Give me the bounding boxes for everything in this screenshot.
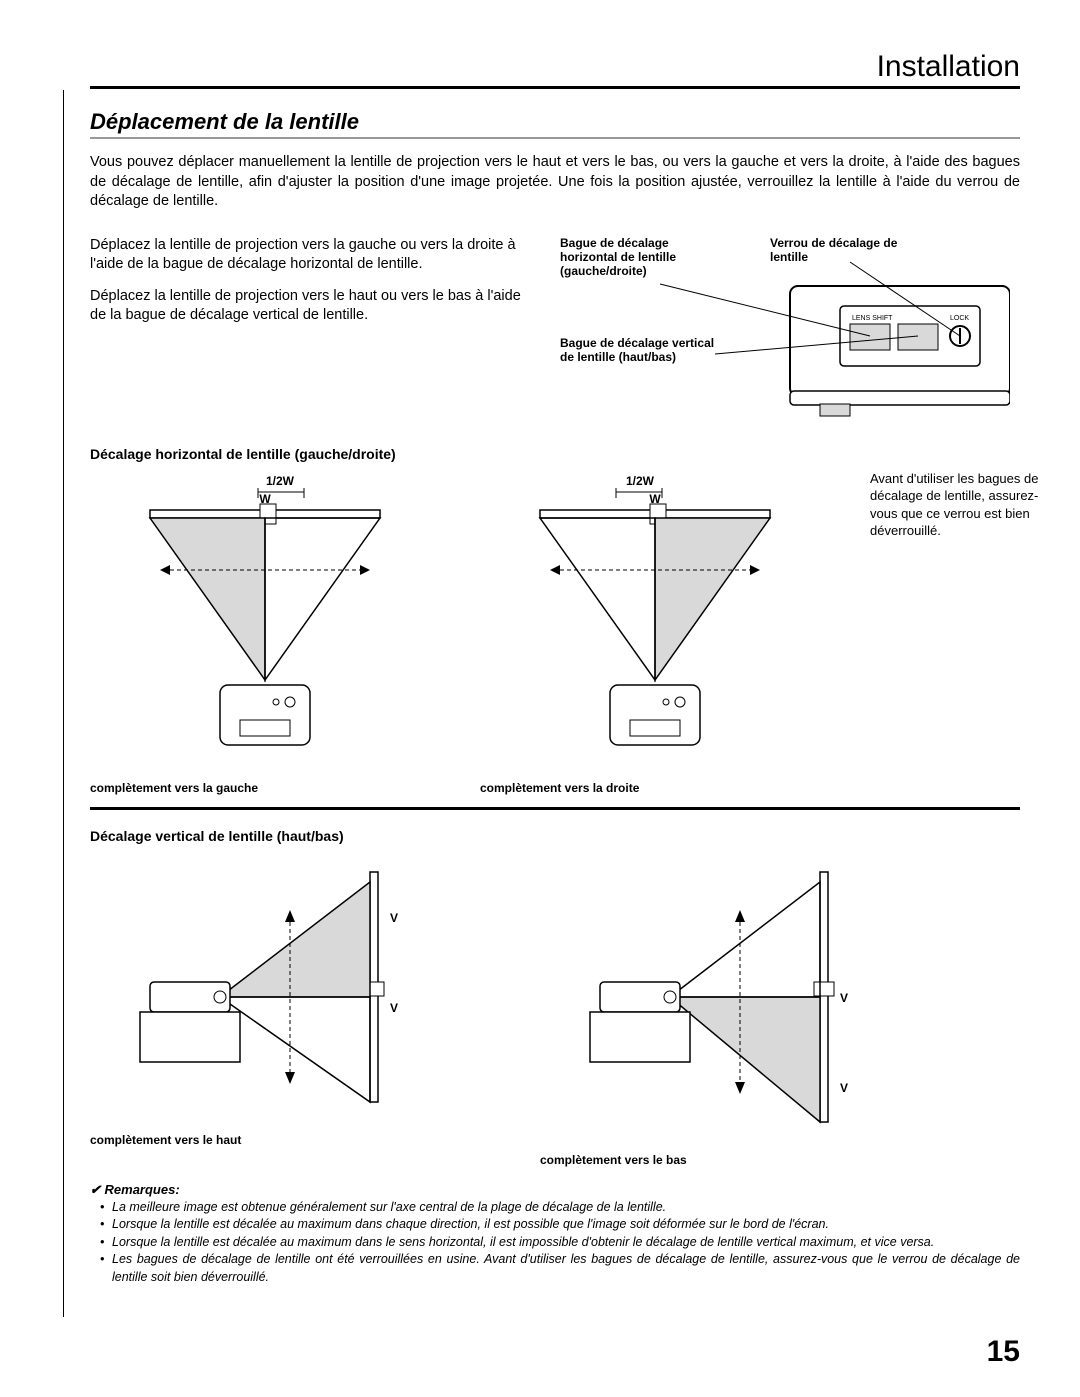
remark-item: Lorsque la lentille est décalée au maxim… [112, 1234, 1020, 1252]
vert-up-caption: complètement vers le haut [90, 1133, 510, 1147]
vert-up-diagram: V V complètement vers le haut [90, 852, 510, 1167]
vert-down-caption: complètement vers le bas [540, 1153, 960, 1167]
half-w-label: 1/2W [266, 474, 295, 488]
instruction-text: Déplacez la lentille de projection vers … [90, 236, 530, 426]
callout-lock: Verrou de décalage de lentille [770, 236, 930, 265]
svg-text:V: V [840, 1081, 848, 1095]
svg-text:LENS SHIFT: LENS SHIFT [852, 315, 893, 322]
svg-text:V: V [840, 991, 848, 1005]
left-margin-rule [63, 90, 64, 1317]
svg-text:1/2W: 1/2W [626, 474, 655, 488]
horiz-right-diagram: 1/2W W complètement vers la droite [480, 470, 850, 795]
vert-down-svg: V V [540, 852, 960, 1142]
remark-item: Lorsque la lentille est décalée au maxim… [112, 1216, 1020, 1234]
svg-text:W: W [649, 492, 661, 506]
horizontal-heading: Décalage horizontal de lentille (gauche/… [90, 446, 1020, 462]
instruction-p2: Déplacez la lentille de projection vers … [90, 287, 530, 326]
page-title: Installation [90, 50, 1020, 89]
vertical-section: Décalage vertical de lentille (haut/bas)… [90, 828, 1020, 1167]
horiz-right-caption: complètement vers la droite [480, 781, 850, 795]
vertical-heading: Décalage vertical de lentille (haut/bas) [90, 828, 1020, 844]
vert-up-svg: V V [90, 852, 510, 1122]
callout-vert-ring: Bague de décalage vertical de lentille (… [560, 336, 720, 365]
intro-paragraph: Vous pouvez déplacer manuellement la len… [90, 153, 1020, 212]
callout-horiz-ring: Bague de décalage horizontal de lentille… [560, 236, 720, 279]
vert-down-diagram: V V complètement vers le bas [540, 852, 960, 1167]
horizontal-section: Décalage horizontal de lentille (gauche/… [90, 446, 1020, 795]
page-number: 15 [987, 1335, 1020, 1369]
horiz-left-diagram: 1/2W W c [90, 470, 460, 795]
instruction-row: Déplacez la lentille de projection vers … [90, 236, 1020, 426]
svg-text:V: V [390, 911, 398, 925]
instruction-p1: Déplacez la lentille de projection vers … [90, 236, 530, 275]
horiz-left-caption: complètement vers la gauche [90, 781, 460, 795]
horiz-right-svg: 1/2W W [480, 470, 850, 770]
section-divider [90, 807, 1020, 810]
svg-text:V: V [390, 1001, 398, 1015]
remarks-list: La meilleure image est obtenue généralem… [90, 1199, 1020, 1287]
projector-top-figure: Bague de décalage horizontal de lentille… [550, 236, 1020, 426]
horiz-left-svg: 1/2W W [90, 470, 460, 770]
svg-text:LOCK: LOCK [950, 315, 969, 322]
section-title: Déplacement de la lentille [90, 109, 1020, 139]
remark-item: La meilleure image est obtenue généralem… [112, 1199, 1020, 1217]
unlock-note: Avant d'utiliser les bagues de décalage … [870, 470, 1045, 540]
remarks-block: ✔ Remarques: La meilleure image est obte… [90, 1181, 1020, 1287]
w-label: W [259, 492, 271, 506]
remarks-heading: ✔ Remarques: [90, 1182, 180, 1197]
remark-item: Les bagues de décalage de lentille ont é… [112, 1251, 1020, 1286]
